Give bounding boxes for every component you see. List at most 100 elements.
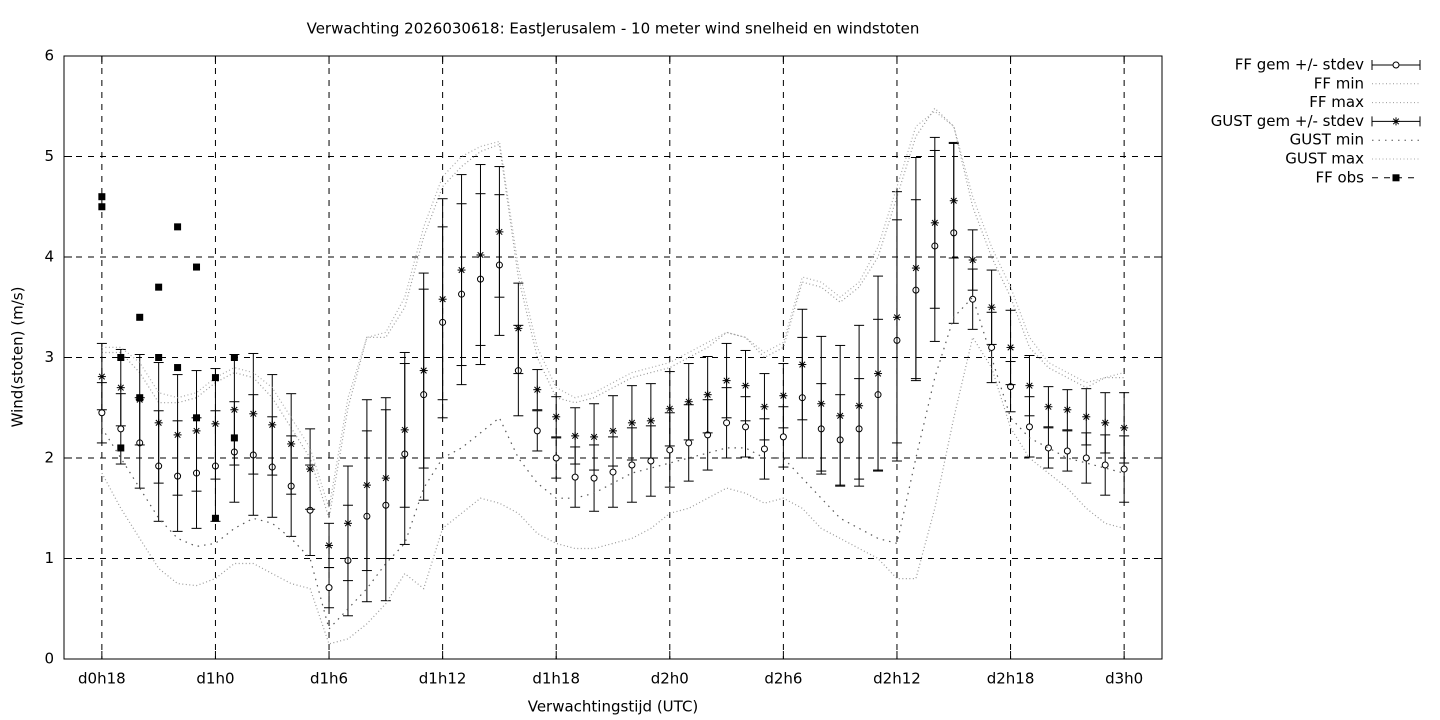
star-stroke: [704, 391, 711, 398]
mean-marker: [495, 227, 504, 236]
mean-marker: [1120, 465, 1128, 473]
star-stroke: [1045, 403, 1052, 410]
mean-marker: [476, 250, 485, 259]
mean-marker: [533, 427, 541, 435]
mean-marker: [855, 401, 864, 410]
legend-label: GUST gem +/- stdev: [1211, 112, 1364, 130]
star-stroke: [174, 431, 181, 439]
obs-marker: [98, 193, 106, 201]
mean-marker: [609, 468, 617, 476]
obs-marker: [174, 223, 182, 231]
mean-marker: [723, 419, 731, 427]
star-stroke: [855, 402, 863, 409]
obs-marker: [117, 444, 125, 452]
mean-marker: [949, 196, 958, 205]
mean-marker: [665, 404, 674, 413]
mean-marker: [400, 425, 409, 434]
mean-marker: [117, 425, 125, 433]
mean-marker: [230, 405, 239, 414]
mean-marker: [1063, 405, 1072, 414]
mean-marker: [1120, 423, 1129, 432]
star-stroke: [439, 296, 446, 303]
x-tick-label: d1h0: [196, 670, 234, 688]
star-stroke: [420, 367, 427, 374]
star-stroke: [609, 427, 617, 435]
x-tick-label: d2h6: [764, 670, 802, 688]
mean-marker: [325, 584, 333, 592]
mean-marker: [381, 474, 390, 483]
legend-marker: [1392, 174, 1400, 182]
range-line: [101, 110, 1125, 509]
obs-marker: [211, 374, 219, 382]
star-stroke: [117, 384, 124, 391]
mean-marker: [892, 313, 901, 322]
y-tick-label: 3: [44, 348, 54, 366]
mean-marker: [666, 446, 674, 454]
obs-marker: [193, 414, 201, 422]
star-stroke: [534, 386, 541, 393]
star-stroke: [325, 542, 333, 549]
mean-marker: [836, 411, 845, 420]
legend-label: FF obs: [1315, 168, 1364, 186]
mean-marker: [571, 473, 579, 481]
y-tick-label: 2: [44, 449, 54, 467]
mean-marker: [457, 266, 466, 275]
legend-label: FF min: [1314, 74, 1364, 92]
mean-marker: [647, 457, 655, 465]
mean-marker: [1044, 444, 1052, 452]
mean-marker: [325, 541, 334, 550]
mean-marker: [684, 397, 693, 406]
obs-marker: [98, 203, 106, 211]
obs-marker: [230, 434, 238, 442]
star-stroke: [1083, 413, 1090, 420]
x-tick-label: d2h18: [987, 670, 1035, 688]
star-stroke: [212, 420, 219, 427]
mean-marker: [760, 402, 769, 411]
mean-marker: [1082, 412, 1091, 421]
x-tick-label: d1h18: [532, 670, 580, 688]
mean-marker: [930, 218, 939, 227]
mean-marker: [419, 366, 428, 375]
star-stroke: [306, 465, 314, 473]
mean-marker: [287, 439, 296, 448]
star-stroke: [98, 373, 106, 380]
mean-marker: [268, 420, 277, 429]
mean-marker: [533, 385, 542, 394]
mean-marker: [249, 409, 258, 418]
star-stroke: [269, 421, 276, 428]
star-stroke: [1392, 118, 1400, 125]
star-stroke: [553, 413, 560, 420]
star-stroke: [1007, 344, 1014, 351]
star-stroke: [874, 370, 882, 377]
star-stroke: [893, 314, 901, 321]
legend-label: GUST min: [1290, 131, 1364, 149]
obs-marker: [211, 514, 219, 522]
y-tick-label: 4: [44, 248, 54, 266]
mean-marker: [552, 412, 561, 421]
mean-marker: [742, 423, 750, 431]
mean-marker: [1025, 423, 1033, 431]
star-stroke: [685, 398, 692, 405]
mean-marker: [552, 454, 560, 462]
legend-label: FF gem +/- stdev: [1235, 56, 1364, 74]
mean-marker: [1006, 343, 1015, 352]
mean-marker: [874, 369, 883, 378]
mean-marker: [211, 419, 220, 428]
star-stroke: [988, 304, 995, 311]
mean-marker: [192, 426, 201, 435]
obs-marker: [155, 283, 163, 291]
star-stroke: [931, 219, 938, 226]
range-line: [101, 296, 1125, 631]
star-stroke: [666, 405, 673, 412]
obs-marker: [193, 263, 201, 271]
star-stroke: [1064, 406, 1071, 413]
mean-marker: [703, 390, 712, 399]
legend-marker: [1392, 61, 1400, 69]
mean-marker: [97, 372, 106, 381]
x-tick-label: d1h6: [310, 670, 348, 688]
star-stroke: [1120, 424, 1128, 432]
mean-marker: [1025, 381, 1034, 390]
mean-marker: [1082, 454, 1090, 462]
mean-marker: [571, 431, 580, 440]
